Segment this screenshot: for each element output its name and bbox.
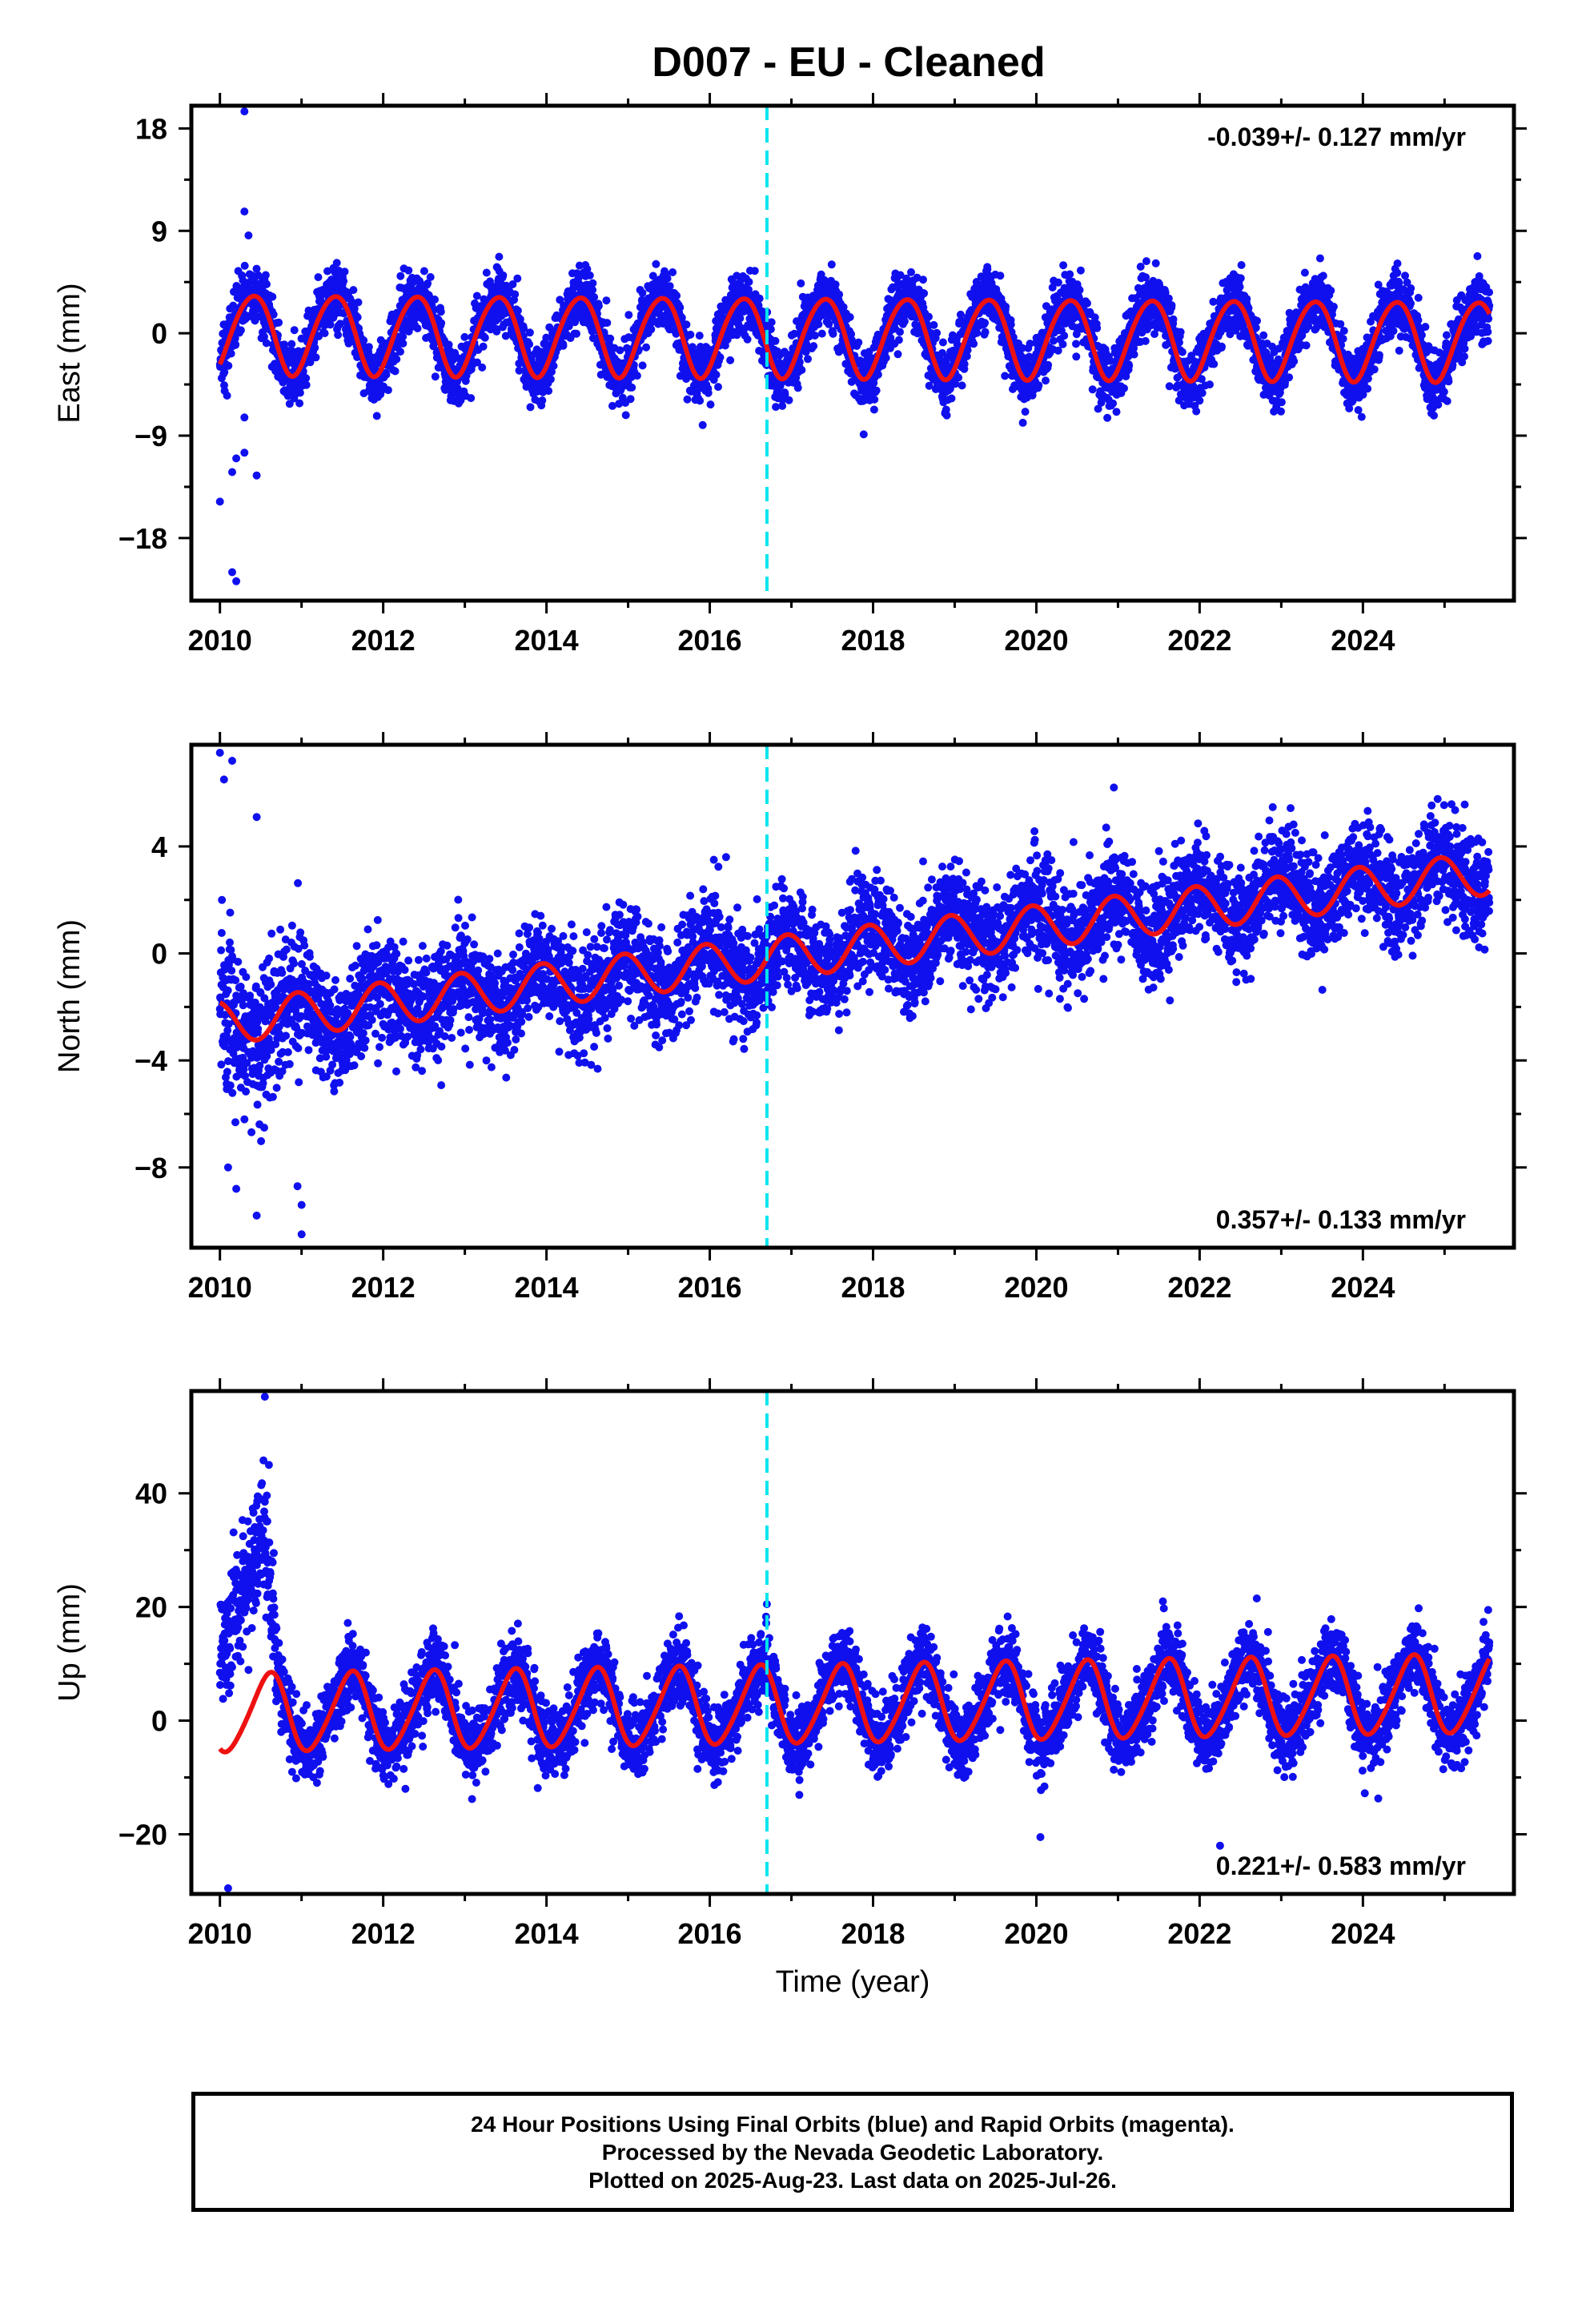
plot-frame [189,103,1516,603]
x-axis-label: Time (year) [776,1965,930,1999]
y-tick-label: −9 [135,420,167,452]
final-orbit-points [215,749,1494,1239]
footer-line-2: Processed by the Nevada Geodetic Laborat… [601,2139,1104,2165]
x-tick-label: 2024 [1331,1917,1395,1950]
x-tick-label: 2012 [351,624,416,657]
data-layer [215,1393,1494,1892]
final-orbit-points [215,107,1494,585]
x-tick-label: 2014 [515,624,579,657]
figure-title: D007 - EU - Cleaned [652,39,1045,86]
plot-frame [189,742,1516,1250]
y-tick-label: −20 [118,1818,167,1851]
x-tick-label: 2016 [677,624,741,657]
x-tick-label: 2020 [1004,1917,1068,1950]
plot-frame [189,1389,1516,1896]
y-tick-label: 0 [151,317,167,350]
y-axis-label: East (mm) [53,283,86,423]
y-tick-label: −18 [118,522,167,555]
data-layer [215,749,1494,1239]
x-tick-label: 2018 [841,1917,905,1950]
y-tick-label: −8 [135,1152,167,1184]
up-panel: 2010 2012 2014 2016 2018 2020 2022 2024 40 20 0 −20… [53,1378,1527,1950]
x-tick-label: 2012 [351,1271,416,1304]
x-tick-label: 2016 [677,1917,741,1950]
rate-label: 0.357+/- 0.133 mm/yr [1216,1205,1466,1234]
x-tick-label: 2020 [1004,1271,1068,1304]
x-tick-label: 2024 [1331,624,1395,657]
final-orbit-points [215,1393,1494,1892]
y-tick-label: 9 [151,215,167,247]
y-tick-label: 0 [151,938,167,971]
east-panel: 2010 2012 2014 2016 2018 2020 2022 2024 18 9 0 −9 −1… [53,93,1527,657]
x-tick-label: 2020 [1004,624,1068,657]
model-fit-line [218,1652,1492,1755]
x-tick-label: 2018 [841,624,905,657]
y-tick-label: 4 [151,830,167,863]
x-tick-label: 2014 [515,1917,579,1950]
north-panel: 2010 2012 2014 2016 2018 2020 2022 2024 4 0 −4 −8 No… [53,732,1527,1304]
model-fit-line [217,293,1492,385]
footer-box: 24 Hour Positions Using Final Orbits (bl… [191,2092,1514,2212]
x-tick-label: 2010 [188,1917,252,1950]
y-tick-label: −4 [135,1044,167,1077]
x-tick-label: 2022 [1167,1271,1231,1304]
x-tick-label: 2014 [515,1271,579,1304]
x-tick-label: 2012 [351,1917,416,1950]
y-tick-label: 0 [151,1705,167,1738]
y-axis-label: Up (mm) [53,1583,86,1702]
x-tick-label: 2022 [1167,624,1231,657]
y-tick-label: 20 [135,1591,167,1624]
rate-label: 0.221+/- 0.583 mm/yr [1216,1852,1466,1880]
footer-line-3: Plotted on 2025-Aug-23. Last data on 202… [588,2167,1117,2193]
model-fit-line [218,854,1492,1043]
y-axis-label: North (mm) [53,919,86,1073]
x-tick-label: 2010 [188,1271,252,1304]
y-tick-label: 40 [135,1478,167,1510]
x-tick-label: 2024 [1331,1271,1395,1304]
rate-label: -0.039+/- 0.127 mm/yr [1207,123,1466,151]
x-tick-label: 2016 [677,1271,741,1304]
y-tick-label: 18 [135,112,167,145]
x-tick-label: 2022 [1167,1917,1231,1950]
data-layer [215,107,1494,585]
x-tick-label: 2018 [841,1271,905,1304]
x-tick-label: 2010 [188,624,252,657]
footer-line-1: 24 Hour Positions Using Final Orbits (bl… [471,2111,1235,2137]
